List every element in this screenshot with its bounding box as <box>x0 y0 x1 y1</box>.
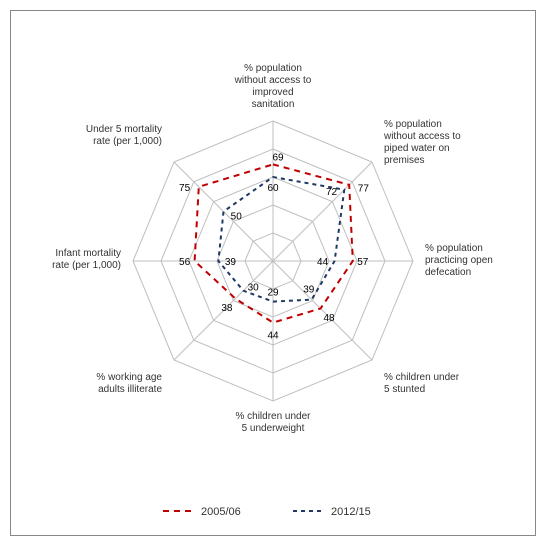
legend-label-2012: 2012/15 <box>331 506 371 518</box>
axis-label: % populationwithout access toimprovedsan… <box>234 63 312 110</box>
value-red: 57 <box>357 257 369 268</box>
chart-frame: % populationwithout access toimprovedsan… <box>10 10 536 536</box>
axis-label: % working ageadults illiterate <box>96 372 162 395</box>
value-blue: 29 <box>267 288 279 299</box>
axis-label: % children under5 stunted <box>384 372 460 395</box>
axis-label: % populationpracticing opendefecation <box>425 243 493 278</box>
value-red: 69 <box>272 152 284 163</box>
value-blue: 50 <box>231 212 243 223</box>
legend-label-2005: 2005/06 <box>201 506 241 518</box>
value-blue: 44 <box>317 257 329 268</box>
value-red: 56 <box>179 257 191 268</box>
value-blue: 60 <box>267 183 279 194</box>
axis-label: Infant mortalityrate (per 1,000) <box>52 248 121 271</box>
axis-label: Under 5 mortalityrate (per 1,000) <box>86 124 162 147</box>
value-red: 38 <box>221 303 233 314</box>
value-red: 75 <box>179 183 191 194</box>
value-red: 77 <box>358 184 370 195</box>
radar-chart: % populationwithout access toimprovedsan… <box>11 11 535 535</box>
value-blue: 30 <box>248 282 260 293</box>
value-red: 48 <box>323 313 335 324</box>
value-red: 44 <box>267 331 279 342</box>
value-blue: 39 <box>303 284 315 295</box>
value-blue: 72 <box>326 187 338 198</box>
axis-label: % children under5 underweight <box>235 411 311 434</box>
value-blue: 39 <box>225 257 237 268</box>
axis-label: % populationwithout access topiped water… <box>383 119 461 166</box>
